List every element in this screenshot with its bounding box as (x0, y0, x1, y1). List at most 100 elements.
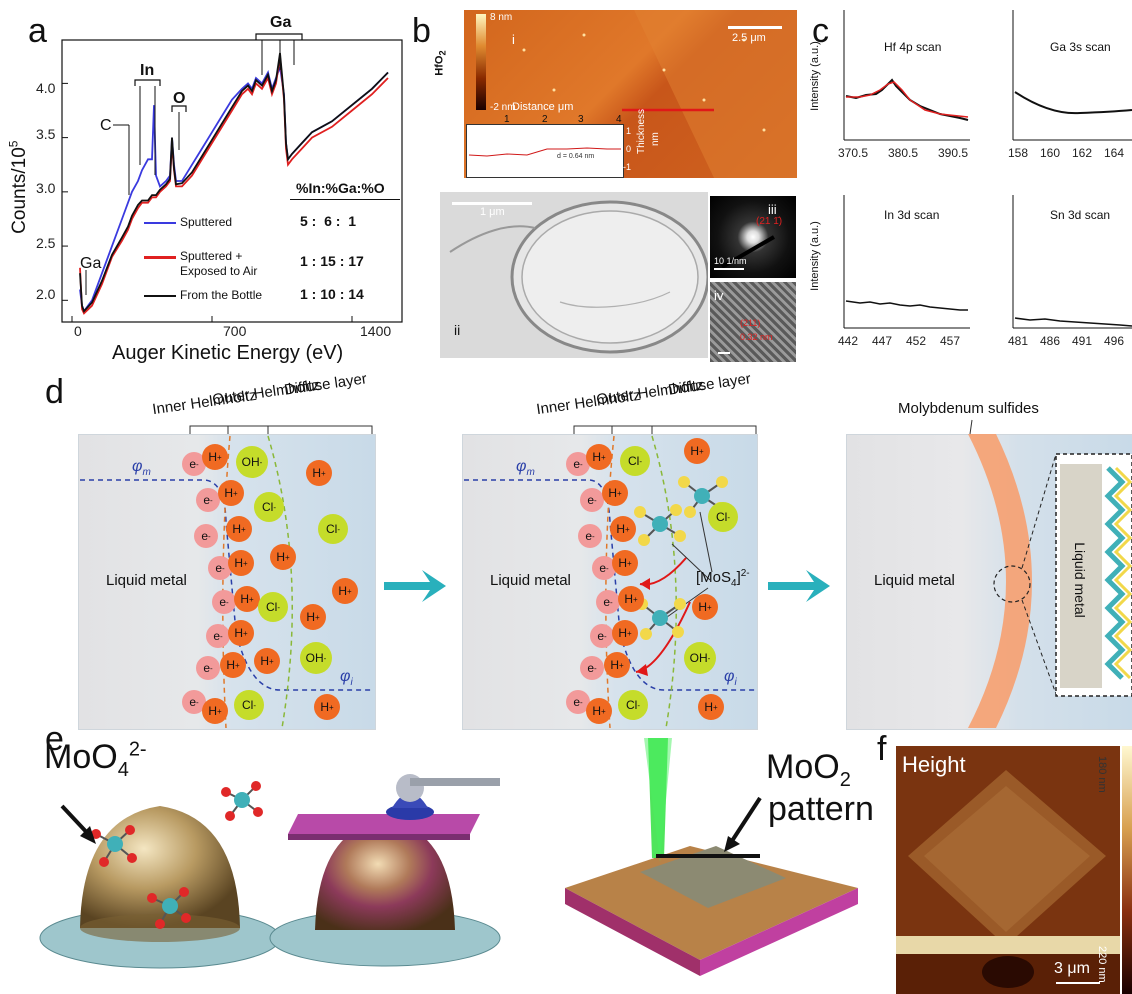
mos2-lattice (1104, 466, 1132, 680)
height-label: Height (902, 752, 966, 777)
proton: H + (698, 694, 724, 720)
electron: e- (580, 656, 604, 680)
label-molybdenum-sulfides: Molybdenum sulfides (898, 400, 1039, 417)
ytick: 2.0 (36, 286, 56, 302)
proton: H + (220, 652, 246, 678)
distance-tick: 4 (616, 114, 622, 125)
electron: e- (590, 624, 614, 648)
legend-label-exposed: Sputtered + (180, 249, 243, 263)
colorbar-top-label: 180 nm (1096, 756, 1108, 793)
xtick: 442 (838, 334, 859, 348)
chloride-ion: Cl - (258, 592, 288, 622)
chloride-ion: Cl - (620, 446, 650, 476)
distance-label: Distance μm (512, 101, 574, 113)
xtick: 380.5 (888, 146, 919, 160)
hf-4p-fit (846, 81, 969, 118)
xtick: 164 (1104, 146, 1125, 160)
xtick: 486 (1040, 334, 1061, 348)
phi-i-2: φi (724, 668, 737, 689)
moo4-molecule (91, 825, 137, 867)
peak-label-in: In (140, 62, 155, 79)
thickness-tick: 1 (626, 126, 632, 136)
electron: e- (578, 524, 602, 548)
electron: e- (596, 590, 620, 614)
liquid-metal-label-2: Liquid metal (490, 572, 571, 589)
phi-m-1: φm (132, 458, 151, 479)
proton: H + (314, 694, 340, 720)
proton: H + (604, 652, 630, 678)
mos4-label: [MoS4]2- (696, 568, 750, 589)
proton: H + (684, 438, 710, 464)
pattern-label: pattern (768, 790, 874, 828)
proton: H + (612, 550, 638, 576)
xtick: 158 (1008, 146, 1029, 160)
legend-label-exposed-2: Exposed to Air (180, 264, 258, 278)
liquid-metal-label-3: Liquid metal (874, 572, 955, 589)
hrtem-dspacing: 0.32 nm (740, 332, 773, 342)
saed-scalebar (714, 268, 744, 270)
hrtem-image: iv (211) 0.32 nm (710, 282, 796, 362)
height-colorbar (1122, 746, 1132, 994)
colorbar-bottom-label: -2 nm (490, 102, 516, 113)
panel-label-e: e (45, 720, 64, 758)
chloride-ion: Cl - (234, 690, 264, 720)
xtick: 370.5 (838, 146, 869, 160)
ytick: 4.0 (36, 80, 56, 96)
sn-3d-trace (1014, 317, 1132, 327)
afm-scalebar (728, 26, 782, 29)
proton: H + (228, 620, 254, 646)
ytick: 3.0 (36, 180, 56, 196)
tem-scalebar-label: 1 μm (480, 206, 505, 218)
moo4-label: MoO42- (44, 738, 147, 781)
hrtem-scalebar (718, 352, 730, 354)
proton: H + (202, 698, 228, 724)
legend-swatch-exposed (144, 256, 176, 259)
proton: H + (586, 444, 612, 470)
saed-scalebar-label: 10 1/nm (714, 256, 747, 266)
liquid-metal-droplet (315, 820, 455, 930)
xps-title-sn: Sn 3d scan (1050, 208, 1111, 222)
panel-c: Hf 4p scan Ga 3s scan In 3d scan Sn 3d s… (809, 0, 1132, 370)
mos4-molecule (634, 504, 686, 546)
thickness-axis-label: Thickness (636, 108, 647, 154)
chloride-ion: Cl - (318, 514, 348, 544)
panel-label-c: c (812, 12, 829, 50)
electron: e- (212, 590, 236, 614)
xtick: 700 (223, 323, 247, 339)
proton: H + (610, 516, 636, 542)
proton: H + (254, 648, 280, 674)
liquid-metal-vertical: Liquid metal (1071, 542, 1088, 618)
proton: H + (618, 586, 644, 612)
series-line-2 (79, 52, 389, 313)
panel-e-illustration (39, 738, 858, 976)
hrtem-hkl: (211) (740, 318, 761, 328)
transfer-plate (288, 814, 480, 834)
tem-label-ii: ii (454, 322, 461, 338)
tem-image: 1 μm ii (440, 192, 708, 358)
proton: H + (228, 550, 254, 576)
afm-label-i: i (512, 32, 515, 47)
xtick: 452 (906, 334, 927, 348)
proton: H + (306, 460, 332, 486)
panel-label-d: d (45, 373, 64, 411)
proton: H + (300, 604, 326, 630)
plot-frame (61, 39, 403, 323)
legend-swatch-bottle (144, 295, 176, 297)
thickness-tick: 0 (626, 144, 632, 154)
panel-b: 2.5 μm i 8 nm -2 nm HfO2 d = 0.64 nm Dis… (434, 6, 798, 362)
proton: H + (612, 620, 638, 646)
electron: e- (196, 656, 220, 680)
colorbar-bottom-label: 220 nm (1096, 946, 1108, 983)
distance-tick: 1 (504, 114, 510, 125)
phi-i-1: φi (340, 668, 353, 689)
liquid-metal-droplet (80, 806, 240, 928)
ratio-bottle: 1 : 10 : 14 (300, 286, 364, 302)
electron: e- (194, 524, 218, 548)
panel-label-b: b (412, 12, 431, 50)
ratio-underline (290, 199, 400, 200)
saed-image: iii (21 1̄) 10 1/nm (710, 196, 796, 278)
distance-tick: 3 (578, 114, 584, 125)
in-3d-trace (845, 300, 968, 311)
hydroxide-ion: OH - (236, 446, 268, 478)
panel-label-f: f (877, 730, 887, 768)
